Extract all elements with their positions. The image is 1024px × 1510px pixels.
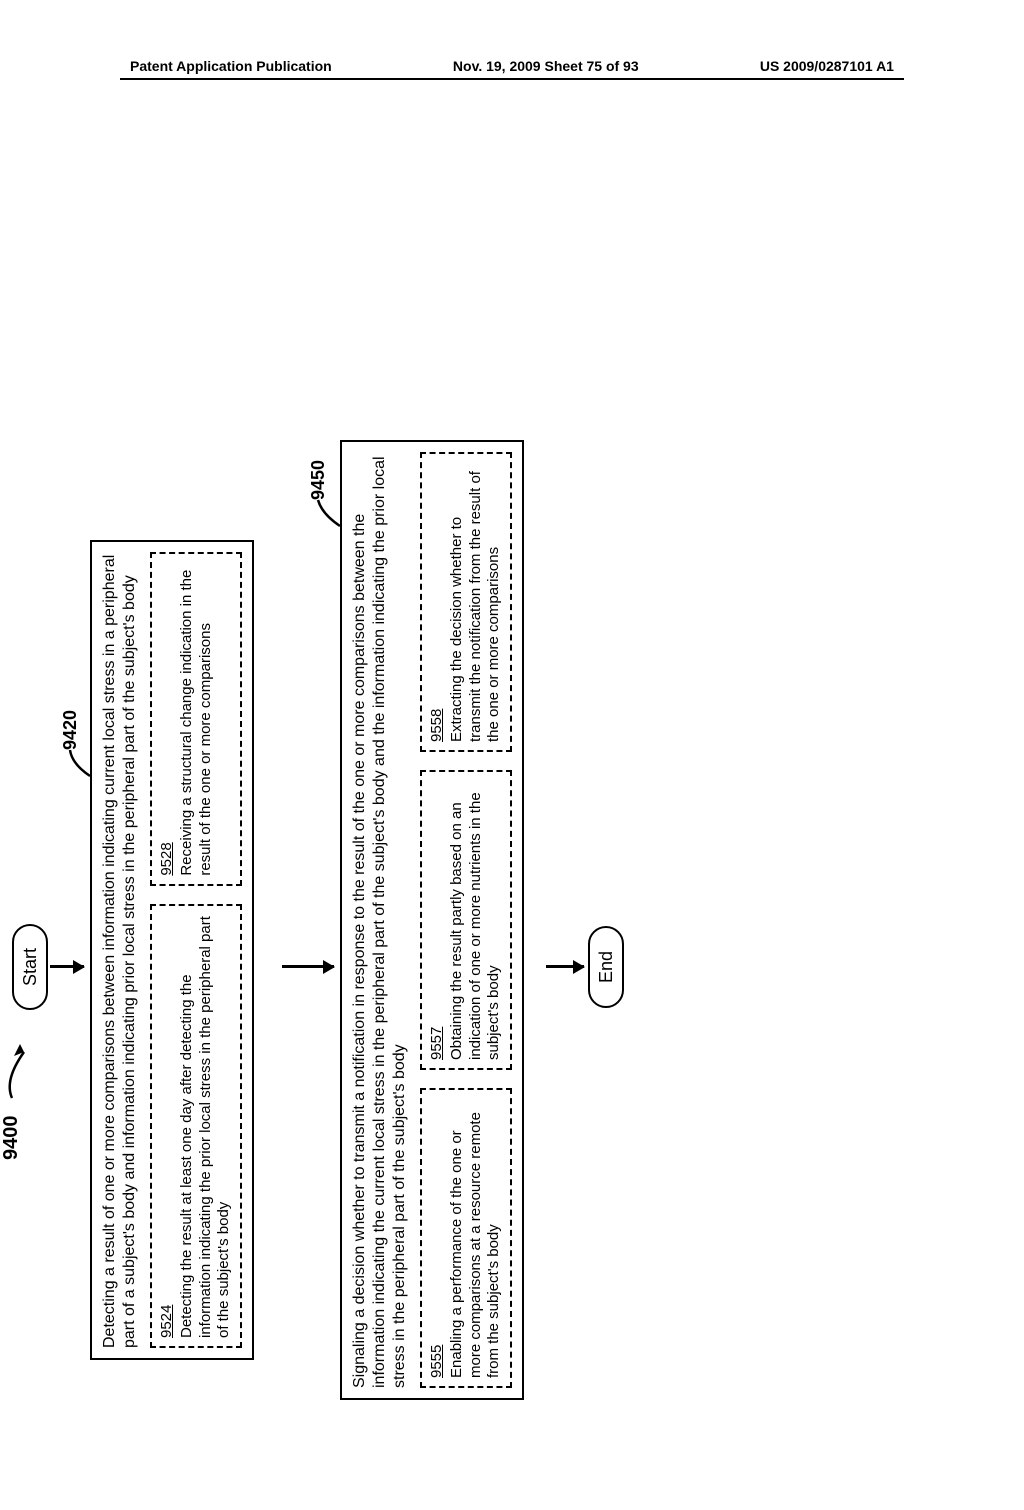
step2-box: Signaling a decision whether to transmit… — [340, 440, 524, 1400]
header-center: Nov. 19, 2009 Sheet 75 of 93 — [453, 58, 639, 74]
arrow-start-to-step1 — [50, 966, 84, 969]
start-label: Start — [20, 948, 41, 986]
header-left: Patent Application Publication — [130, 58, 332, 74]
step1-text: Detecting a result of one or more compar… — [100, 552, 140, 1348]
step2-sub-a: 9555 Enabling a performance of the one o… — [420, 1088, 512, 1388]
step2-sub-b-text: Obtaining the result partly based on an … — [448, 792, 503, 1060]
step1-sub-a: 9524 Detecting the result at least one d… — [150, 904, 242, 1348]
end-terminator: End — [588, 926, 624, 1008]
step2-sub-c: 9558 Extracting the decision whether to … — [420, 452, 512, 752]
step1-box: Detecting a result of one or more compar… — [90, 540, 254, 1360]
step2-sub-c-text: Extracting the decision whether to trans… — [448, 471, 503, 742]
header-right: US 2009/0287101 A1 — [760, 58, 894, 74]
end-label: End — [596, 951, 617, 983]
step2-sub-b: 9557 Obtaining the result partly based o… — [420, 770, 512, 1070]
step2-sub-b-num: 9557 — [428, 780, 447, 1060]
step2-sub-c-num: 9558 — [428, 462, 447, 742]
step2-text: Signaling a decision whether to transmit… — [350, 452, 410, 1388]
header-rule — [120, 78, 904, 80]
start-terminator: Start — [12, 924, 48, 1010]
step2-sub-a-num: 9555 — [428, 1098, 447, 1378]
step2-sub-a-text: Enabling a performance of the one or mor… — [448, 1112, 503, 1378]
step1-sub-b-text: Receiving a structural change indication… — [178, 570, 214, 876]
step1-sub-b: 9528 Receiving a structural change indic… — [150, 552, 242, 886]
step1-sub-a-text: Detecting the result at least one day af… — [178, 916, 233, 1338]
arrow-step2-to-end — [546, 966, 584, 969]
figure-canvas: FIG. 95 9400 Start 9420 Detecting a resu… — [110, 160, 910, 1260]
step1-sub-b-num: 9528 — [158, 562, 177, 876]
leader-9400 — [2, 1040, 32, 1100]
step1-sub-a-num: 9524 — [158, 914, 177, 1338]
step2-substeps: 9555 Enabling a performance of the one o… — [420, 452, 512, 1388]
step1-substeps: 9524 Detecting the result at least one d… — [150, 552, 242, 1348]
arrow-step1-to-step2 — [282, 966, 334, 969]
page-header: Patent Application Publication Nov. 19, … — [130, 58, 894, 74]
figure-main-ref: 9400 — [0, 1116, 23, 1161]
figure-rotated: FIG. 95 9400 Start 9420 Detecting a resu… — [0, 410, 760, 1510]
